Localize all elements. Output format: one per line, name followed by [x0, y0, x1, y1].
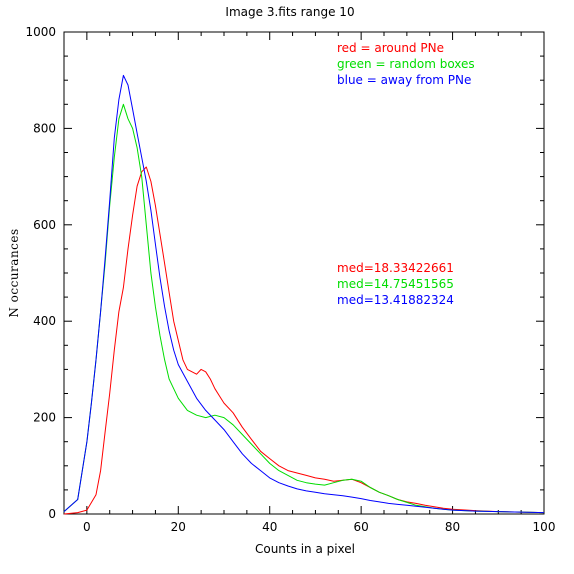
plot-frame	[63, 31, 545, 515]
median-label: med=18.33422661	[337, 261, 454, 275]
legend-entry: red = around PNe	[337, 41, 444, 55]
x-tick-label: 40	[262, 520, 277, 534]
x-tick-label: 20	[171, 520, 186, 534]
x-axis-title: Counts in a pixel	[255, 542, 355, 556]
y-tick-label: 1000	[25, 25, 56, 39]
x-tick-label: 60	[354, 520, 369, 534]
legend-entry: green = random boxes	[337, 57, 475, 71]
median-label: med=14.75451565	[337, 277, 454, 291]
series-line-1	[63, 103, 545, 514]
y-tick-label: 600	[33, 218, 56, 232]
y-tick-label: 400	[33, 314, 56, 328]
series-line-2	[63, 74, 545, 514]
x-tick-label: 100	[533, 520, 556, 534]
y-tick-label: 800	[33, 121, 56, 135]
x-axis-ticks: 0 20 40 60 80 100	[63, 32, 556, 534]
series-line-0	[63, 166, 545, 515]
y-tick-label: 200	[33, 411, 56, 425]
x-tick-label: 80	[445, 520, 460, 534]
x-tick-label: 0	[83, 520, 91, 534]
chart-title: Image 3.fits range 10	[225, 5, 354, 19]
y-axis-title: N occurances	[7, 228, 21, 317]
y-tick-label: 0	[48, 507, 56, 521]
y-axis-ticks: 0 200 400 600 800 1000	[25, 25, 544, 521]
legend-entry: blue = away from PNe	[337, 73, 471, 87]
median-label: med=13.41882324	[337, 293, 454, 307]
median-annotations: med=18.33422661 med=14.75451565 med=13.418…	[337, 261, 454, 307]
legend: red = around PNe green = random boxes blue…	[337, 41, 475, 87]
series-lines	[63, 74, 545, 515]
